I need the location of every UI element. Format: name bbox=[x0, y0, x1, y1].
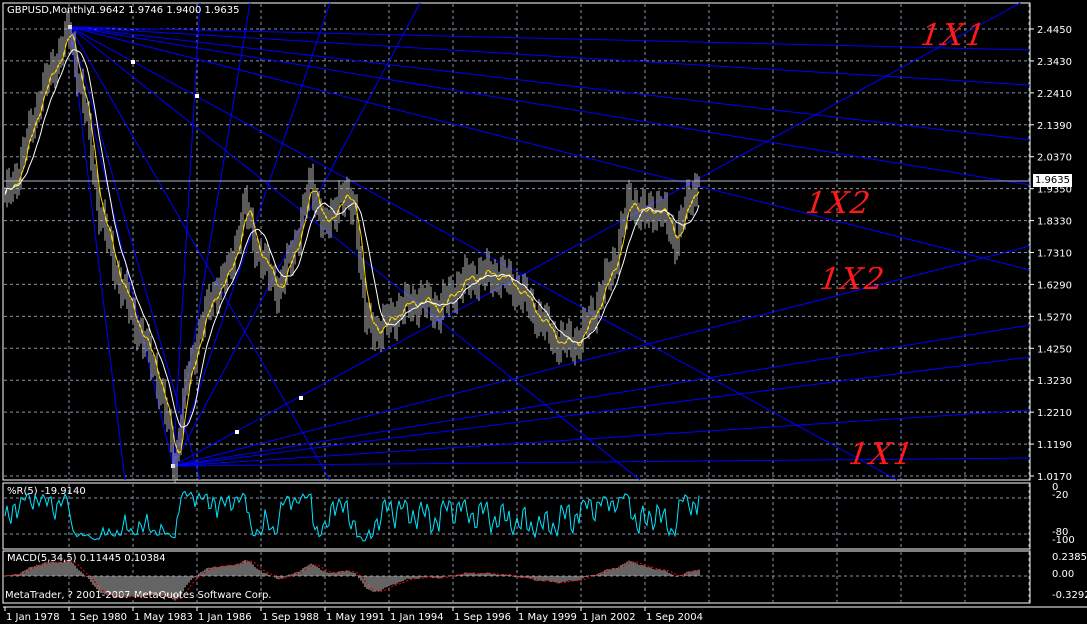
gann-fan-line bbox=[172, 2, 201, 467]
chart-title: GBPUSD,Monthly bbox=[7, 5, 93, 16]
price-tick-label: 1.1190 bbox=[1037, 440, 1072, 451]
gann-fan-line bbox=[172, 409, 1031, 467]
gann-anchor-point bbox=[68, 25, 72, 29]
time-tick-label: 1 Jan 2002 bbox=[582, 612, 636, 623]
gann-fan-line bbox=[172, 2, 251, 467]
price-tick-label: 2.0370 bbox=[1037, 153, 1072, 164]
macd-axis-zero: 0.00 bbox=[1052, 569, 1075, 580]
price-tick-label: 1.9350 bbox=[1037, 185, 1072, 196]
wpr-axis-80: -80 bbox=[1052, 527, 1069, 538]
current-price-label: 1.9635 bbox=[1033, 174, 1072, 187]
time-tick-label: 1 Jan 1986 bbox=[198, 612, 252, 623]
gann-anchor-point bbox=[195, 94, 199, 98]
gann-fan-line bbox=[69, 26, 1031, 86]
time-tick-label: 1 Sep 2004 bbox=[646, 612, 703, 623]
price-tick-label: 2.2410 bbox=[1037, 89, 1072, 100]
time-tick-label: 1 Sep 1980 bbox=[70, 612, 127, 623]
time-tick-label: 1 Sep 1988 bbox=[262, 612, 319, 623]
wpr-pane-frame bbox=[2, 482, 1031, 550]
gann-fan-line bbox=[172, 245, 1031, 467]
moving-average-slow bbox=[4, 49, 700, 428]
copyright-text: MetaTrader, ? 2001-2007 MetaQuotes Softw… bbox=[5, 590, 272, 601]
gann-fan-line bbox=[69, 26, 331, 481]
gann-fan-line bbox=[69, 26, 1031, 271]
gann-anchor-point bbox=[299, 396, 303, 400]
annotation-1x1-bottom: 1X1 bbox=[846, 437, 917, 472]
macd-axis-min: -0.32927 bbox=[1052, 590, 1087, 601]
ohlc-readout: 1.9642 1.9746 1.9400 1.9635 bbox=[90, 5, 240, 16]
annotation-1x1-top: 1X1 bbox=[918, 18, 989, 53]
gann-fan-line bbox=[172, 324, 1031, 467]
price-tick-label: 1.5270 bbox=[1037, 312, 1072, 323]
macd-label: MACD(5,34,5) 0.11445 0.10384 bbox=[7, 553, 166, 564]
gann-anchor-point bbox=[131, 60, 135, 64]
time-tick-label: 1 Jan 1994 bbox=[390, 612, 444, 623]
time-tick-label: 1 Sep 1996 bbox=[454, 612, 511, 623]
gann-anchor-point bbox=[235, 430, 239, 434]
gann-fan-line bbox=[69, 26, 1031, 51]
wpr-axis-100: -100 bbox=[1052, 535, 1075, 546]
wpr-label: %R(5) -19.9140 bbox=[7, 486, 86, 497]
price-tick-label: 1.6290 bbox=[1037, 280, 1072, 291]
price-tick-label: 1.7310 bbox=[1037, 249, 1072, 260]
macd-axis-max: 0.2385 bbox=[1052, 552, 1087, 563]
price-tick-label: 1.3230 bbox=[1037, 376, 1072, 387]
annotation-1x2-upper: 1X2 bbox=[803, 186, 874, 221]
gann-fan-line bbox=[69, 26, 1031, 141]
gann-fan-line bbox=[172, 356, 1031, 467]
gann-fan-line bbox=[69, 26, 1031, 186]
price-tick-label: 2.1390 bbox=[1037, 121, 1072, 132]
price-tick-label: 1.2210 bbox=[1037, 408, 1072, 419]
annotation-1x2-lower: 1X2 bbox=[817, 262, 888, 297]
gann-fan-line bbox=[69, 26, 898, 481]
gann-fan-line bbox=[172, 2, 1021, 467]
wpr-line bbox=[4, 490, 700, 542]
price-tick-label: 2.4450 bbox=[1037, 25, 1072, 36]
time-tick-label: 1 May 1983 bbox=[134, 612, 193, 623]
price-tick-label: 1.8330 bbox=[1037, 217, 1072, 228]
gann-fan-line bbox=[69, 26, 126, 481]
price-tick-label: 1.4250 bbox=[1037, 344, 1072, 355]
gann-fan-line bbox=[172, 457, 1031, 467]
moving-average-fast bbox=[4, 34, 700, 455]
wpr-axis-0: 0 bbox=[1052, 482, 1059, 493]
gann-fan-line bbox=[172, 2, 331, 467]
price-tick-label: 1.0170 bbox=[1037, 472, 1072, 483]
gann-fan-line bbox=[69, 26, 201, 481]
time-tick-label: 1 May 1999 bbox=[518, 612, 577, 623]
time-tick-label: 1 Jan 1978 bbox=[6, 612, 60, 623]
price-tick-label: 2.3430 bbox=[1037, 57, 1072, 68]
time-tick-label: 1 May 1991 bbox=[326, 612, 385, 623]
wpr-axis-20: -20 bbox=[1052, 490, 1069, 501]
